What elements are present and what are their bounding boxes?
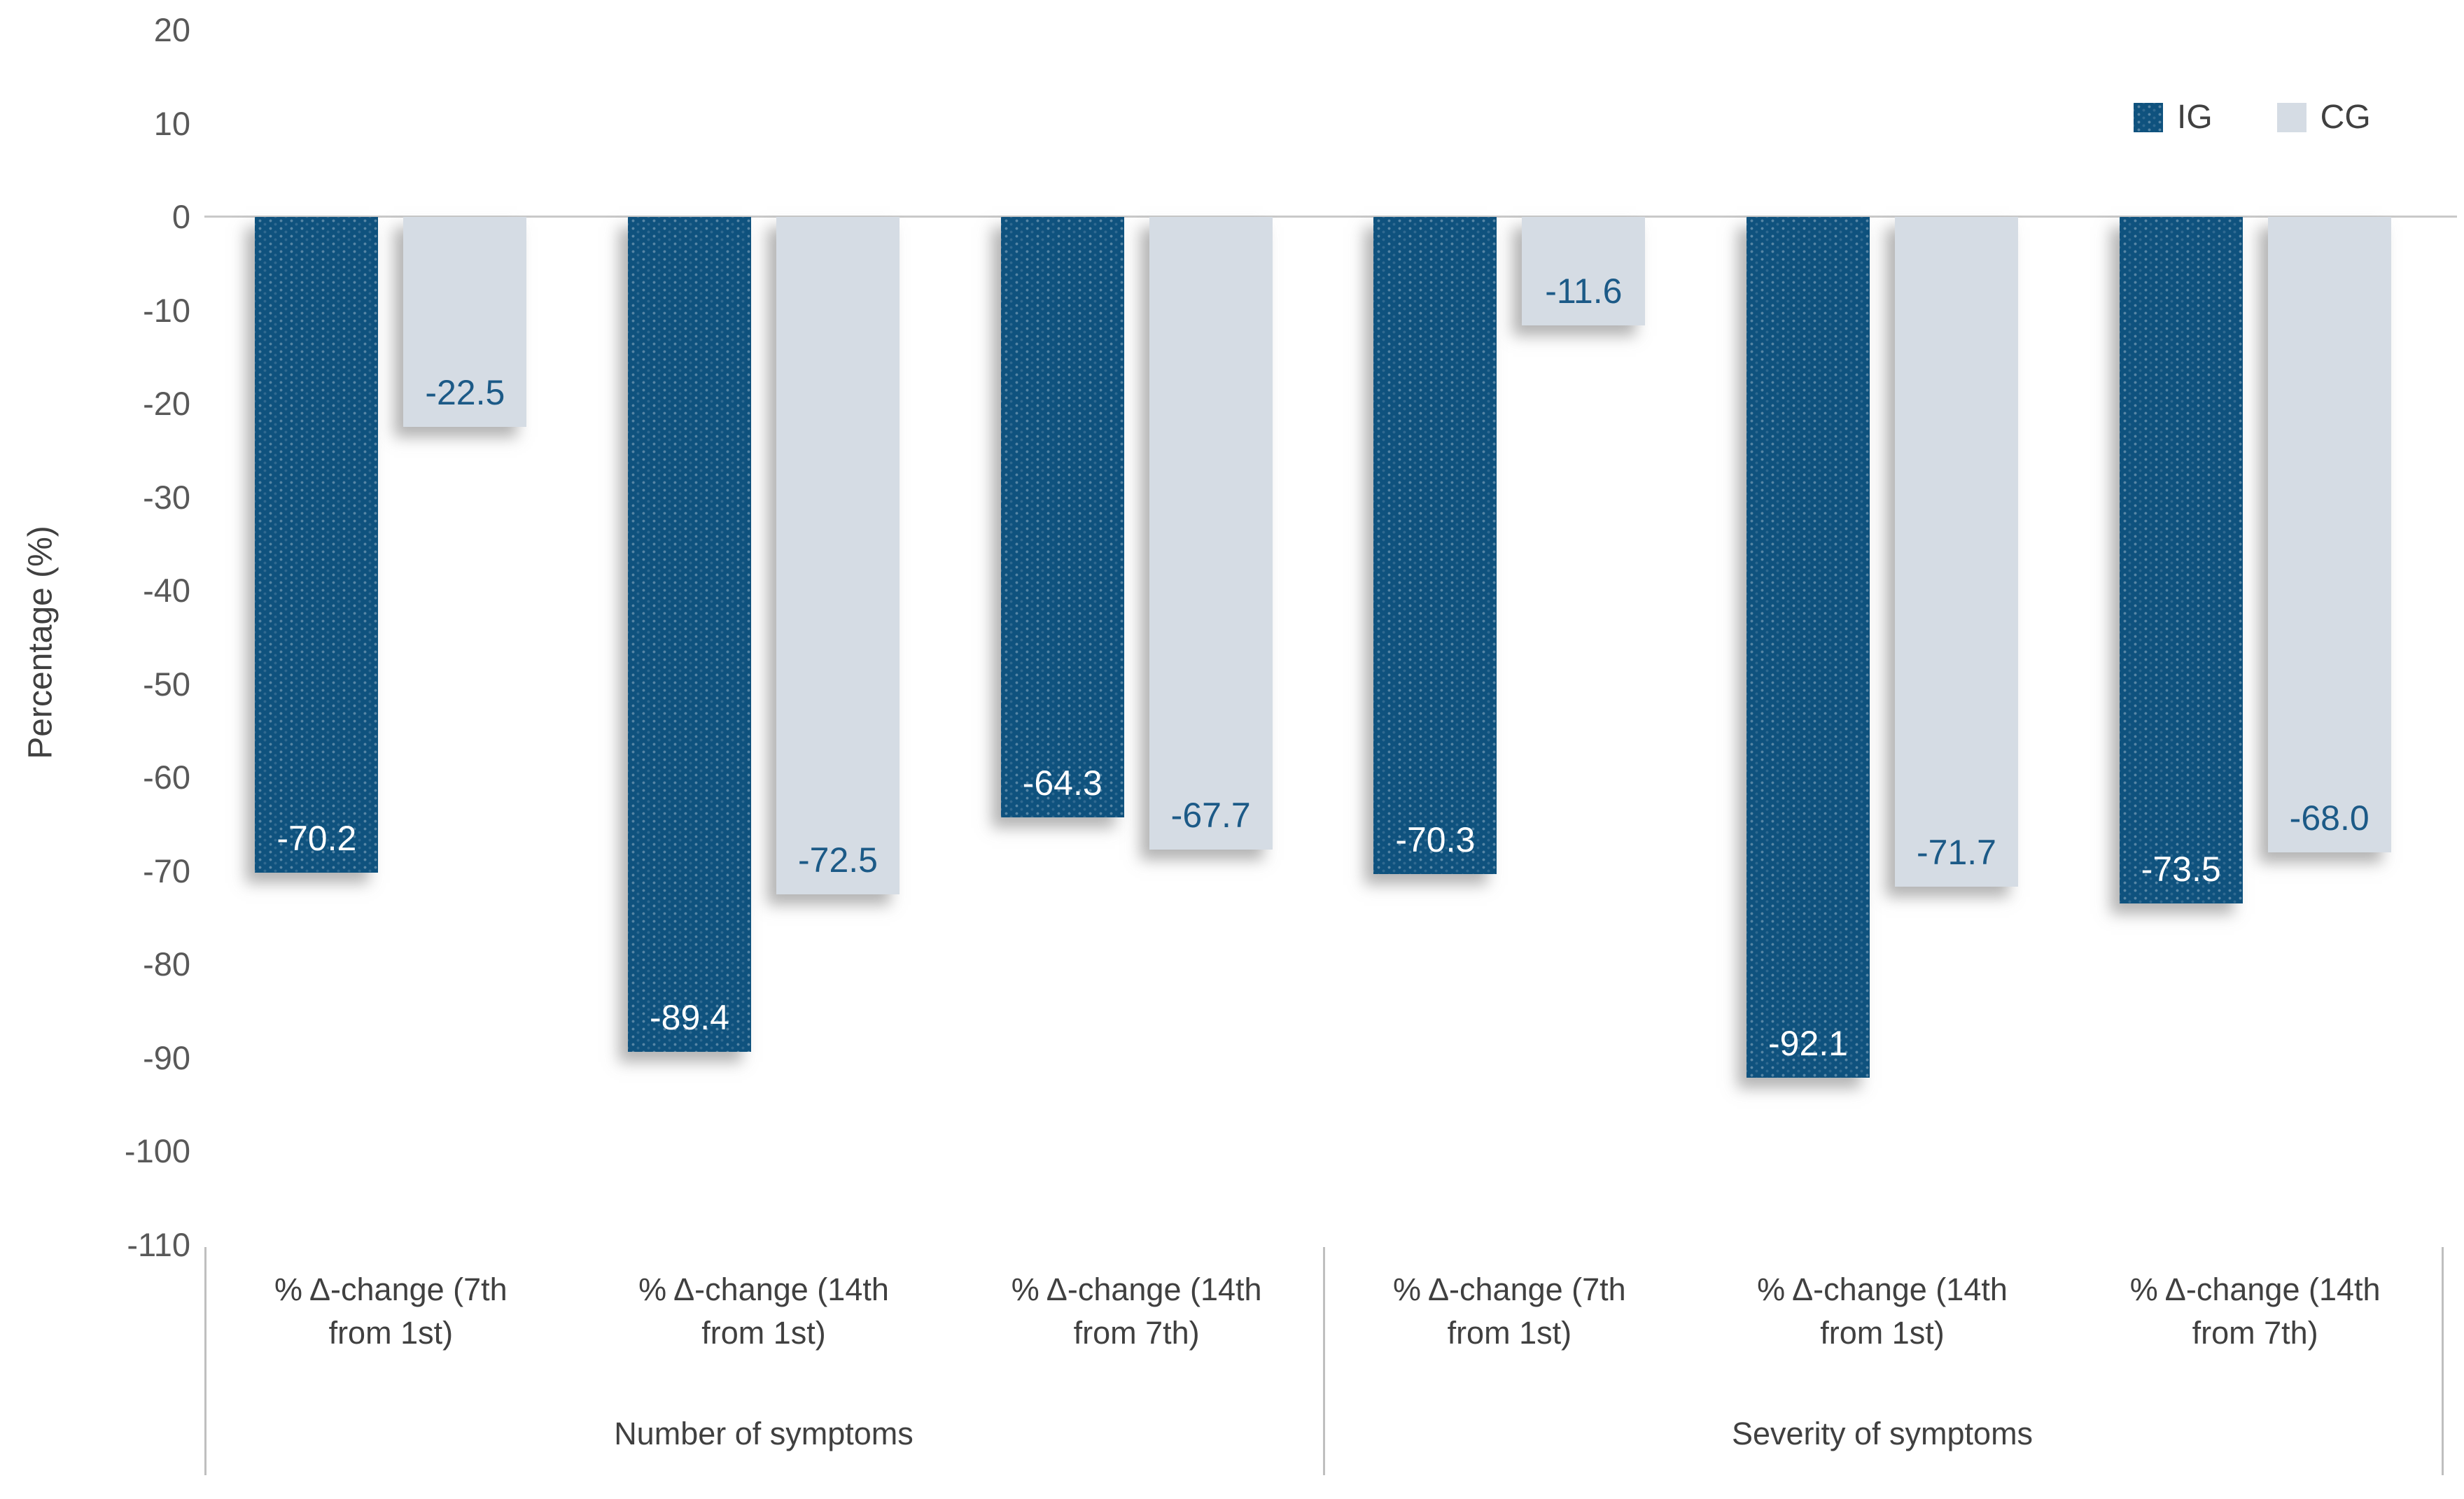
category-label-text: % Δ-change (14th from 1st) <box>638 1272 889 1351</box>
y-tick-label: -70 <box>143 852 190 889</box>
legend-swatch-cg <box>2276 102 2306 132</box>
y-tick-label: 10 <box>153 104 190 142</box>
category-label-text: % Δ-change (7th from 1st) <box>274 1272 507 1351</box>
y-axis-title: Percentage (%) <box>22 526 59 759</box>
bar-cg: -68.0 <box>2267 217 2391 852</box>
bar-value-label: -67.7 <box>1170 795 1251 835</box>
bar-ig: -92.1 <box>1746 217 1870 1078</box>
category-label: % Δ-change (14th from 1st) <box>578 1268 951 1394</box>
bar-ig: -89.4 <box>628 217 751 1053</box>
y-tick-label: -80 <box>143 945 190 983</box>
category-label: % Δ-change (7th from 1st) <box>1323 1268 1696 1394</box>
bar-value-label: -11.6 <box>1545 271 1623 311</box>
bar-ig: -64.3 <box>1000 217 1124 818</box>
y-tick-label: -40 <box>143 572 190 609</box>
bar-cg: -72.5 <box>776 217 899 894</box>
bar-value-label: -70.3 <box>1395 819 1476 859</box>
y-tick-label: -10 <box>143 291 190 329</box>
bar-value-label: -73.5 <box>2141 850 2221 889</box>
y-tick-label: -20 <box>143 385 190 422</box>
bar-ig: -70.3 <box>1373 217 1497 874</box>
category-label: % Δ-change (14th from 7th) <box>2068 1268 2442 1394</box>
bar-value-label: -89.4 <box>650 998 729 1038</box>
y-tick-label: -60 <box>143 759 190 796</box>
bar-cg: -71.7 <box>1895 217 2018 887</box>
category-label: % Δ-change (7th from 1st) <box>204 1268 578 1394</box>
y-tick-label: -30 <box>143 478 190 516</box>
legend-item-cg: CG <box>2276 98 2371 136</box>
zero-axis-line <box>204 216 2457 218</box>
y-tick-label: -50 <box>143 665 190 703</box>
legend-label-cg: CG <box>2320 99 2371 136</box>
category-separator-line <box>1323 1247 1325 1475</box>
category-label: % Δ-change (14th from 1st) <box>1696 1268 2069 1394</box>
y-tick-label: -100 <box>124 1132 190 1169</box>
bar-value-label: -64.3 <box>1022 763 1102 803</box>
legend: IG CG <box>2134 98 2371 136</box>
y-tick-label: 20 <box>153 11 190 48</box>
group-label: Severity of symptoms <box>1731 1416 2033 1451</box>
category-label-text: % Δ-change (14th from 7th) <box>1011 1272 1262 1351</box>
bar-ig: -70.2 <box>255 217 379 873</box>
bar-value-label: -70.2 <box>276 819 357 859</box>
y-tick-label: 0 <box>172 198 190 235</box>
bar-ig: -73.5 <box>2119 217 2243 904</box>
group-label: Number of symptoms <box>614 1416 913 1451</box>
category-separator-line <box>204 1247 206 1475</box>
bar-value-label: -68.0 <box>2289 798 2370 838</box>
bar-value-label: -72.5 <box>798 840 878 880</box>
y-tick-label: -90 <box>143 1039 190 1076</box>
bar-cg: -22.5 <box>403 217 527 428</box>
category-label-text: % Δ-change (7th from 1st) <box>1392 1272 1626 1351</box>
category-separator-line <box>2442 1247 2444 1475</box>
legend-label-ig: IG <box>2177 99 2213 136</box>
bar-value-label: -71.7 <box>1917 833 1996 873</box>
bar-value-label: -22.5 <box>425 373 505 413</box>
bar-cg: -67.7 <box>1149 217 1273 850</box>
category-label-text: % Δ-change (14th from 1st) <box>1757 1272 2008 1351</box>
category-label-text: % Δ-change (14th from 7th) <box>2129 1272 2381 1351</box>
category-label: % Δ-change (14th from 7th) <box>950 1268 1323 1394</box>
y-tick-label: -110 <box>127 1225 190 1263</box>
legend-item-ig: IG <box>2134 98 2213 136</box>
bar-cg: -11.6 <box>1522 217 1646 325</box>
bar-value-label: -92.1 <box>1768 1023 1848 1063</box>
legend-swatch-ig <box>2134 102 2163 132</box>
